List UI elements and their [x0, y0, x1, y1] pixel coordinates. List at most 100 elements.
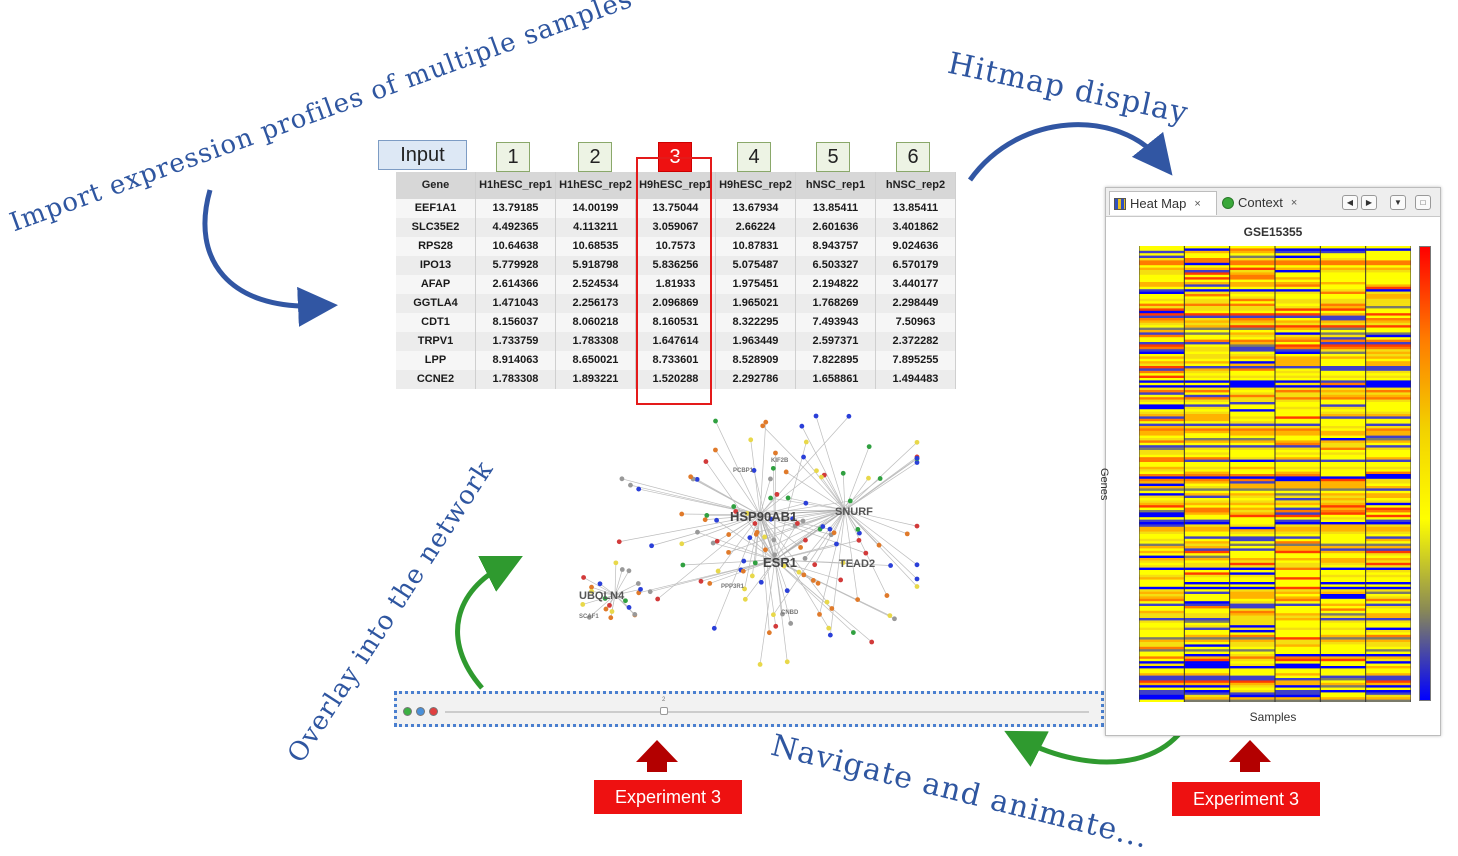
network-node[interactable]	[758, 662, 763, 667]
network-node[interactable]	[803, 501, 808, 506]
network-node[interactable]	[819, 475, 824, 480]
maximize-button[interactable]: □	[1415, 195, 1431, 210]
network-node[interactable]	[713, 419, 718, 424]
network-node[interactable]	[820, 524, 825, 529]
network-node[interactable]	[785, 659, 790, 664]
network-node[interactable]	[714, 518, 719, 523]
network-node[interactable]	[608, 615, 613, 620]
network-node[interactable]	[803, 538, 808, 543]
network-node[interactable]	[648, 589, 653, 594]
network-node[interactable]	[748, 437, 753, 442]
network-node[interactable]	[589, 585, 594, 590]
network-node[interactable]	[620, 476, 625, 481]
network-node[interactable]	[688, 474, 693, 479]
network-node[interactable]	[649, 543, 654, 548]
network-node[interactable]	[826, 626, 831, 631]
network-node[interactable]	[841, 471, 846, 476]
network-node[interactable]	[741, 559, 746, 564]
network-node[interactable]	[788, 621, 793, 626]
close-icon[interactable]: ×	[1291, 191, 1297, 215]
network-node[interactable]	[888, 563, 893, 568]
network-node[interactable]	[869, 640, 874, 645]
network-node[interactable]	[679, 512, 684, 517]
network-node[interactable]	[866, 476, 871, 481]
network-node[interactable]	[627, 605, 632, 610]
network-node[interactable]	[825, 600, 830, 605]
network-node[interactable]	[767, 630, 772, 635]
network-node[interactable]	[829, 606, 834, 611]
network-node[interactable]	[814, 414, 819, 419]
network-node[interactable]	[786, 496, 791, 501]
stop-button[interactable]	[429, 707, 438, 716]
network-node[interactable]	[784, 470, 789, 475]
network-node[interactable]	[798, 545, 803, 550]
network-node[interactable]	[755, 530, 760, 535]
network-node[interactable]	[774, 492, 779, 497]
dropdown-button[interactable]: ▼	[1390, 195, 1406, 210]
network-node[interactable]	[915, 524, 920, 529]
network-node[interactable]	[892, 616, 897, 621]
network-node[interactable]	[620, 567, 625, 572]
network-node[interactable]	[636, 487, 641, 492]
network-node[interactable]	[768, 496, 773, 501]
scroll-left-button[interactable]: ◀	[1342, 195, 1358, 210]
network-node[interactable]	[726, 550, 731, 555]
network-node[interactable]	[785, 588, 790, 593]
network-node[interactable]	[838, 578, 843, 583]
network-node[interactable]	[763, 547, 768, 552]
network-node[interactable]	[704, 459, 709, 464]
network-node[interactable]	[707, 581, 712, 586]
network-node[interactable]	[771, 466, 776, 471]
network-node[interactable]	[773, 451, 778, 456]
network-node[interactable]	[610, 609, 615, 614]
network-node[interactable]	[851, 630, 856, 635]
network-node[interactable]	[915, 584, 920, 589]
network-node[interactable]	[803, 556, 808, 561]
network-node[interactable]	[632, 612, 637, 617]
network-node[interactable]	[743, 597, 748, 602]
network-node[interactable]	[817, 612, 822, 617]
network-node[interactable]	[726, 532, 731, 537]
network-node[interactable]	[598, 581, 603, 586]
network-node[interactable]	[581, 575, 586, 580]
network-node[interactable]	[655, 597, 660, 602]
network-node[interactable]	[905, 531, 910, 536]
network-node[interactable]	[812, 562, 817, 567]
network-node[interactable]	[834, 542, 839, 547]
network-node[interactable]	[816, 581, 821, 586]
network-node[interactable]	[848, 499, 853, 504]
network-node[interactable]	[628, 483, 633, 488]
network-view[interactable]: HSP90AB1 ESR1 SNURF TEAD2 UBQLN4 KIF2B P…	[545, 410, 925, 690]
network-node[interactable]	[716, 569, 721, 574]
network-node[interactable]	[773, 624, 778, 629]
network-node[interactable]	[638, 587, 643, 592]
network-node[interactable]	[680, 563, 685, 568]
scroll-right-button[interactable]: ▶	[1361, 195, 1377, 210]
network-node[interactable]	[828, 527, 833, 532]
play-button[interactable]	[403, 707, 412, 716]
network-node[interactable]	[863, 551, 868, 556]
network-node[interactable]	[617, 539, 622, 544]
network-node[interactable]	[771, 538, 776, 543]
network-node[interactable]	[695, 530, 700, 535]
network-node[interactable]	[855, 597, 860, 602]
network-node[interactable]	[804, 440, 809, 445]
network-node[interactable]	[604, 607, 609, 612]
network-node[interactable]	[768, 477, 773, 482]
pause-button[interactable]	[416, 707, 425, 716]
network-node[interactable]	[878, 476, 883, 481]
tab-context[interactable]: Context ×	[1218, 191, 1308, 215]
network-node[interactable]	[799, 424, 804, 429]
network-node[interactable]	[771, 612, 776, 617]
slider-track[interactable]	[445, 711, 1089, 713]
network-node[interactable]	[801, 455, 806, 460]
network-node[interactable]	[811, 578, 816, 583]
network-node[interactable]	[750, 574, 755, 579]
network-node[interactable]	[613, 560, 618, 565]
network-node[interactable]	[741, 569, 746, 574]
network-node[interactable]	[885, 593, 890, 598]
close-icon[interactable]: ×	[1194, 192, 1200, 216]
network-node[interactable]	[712, 626, 717, 631]
network-node[interactable]	[867, 444, 872, 449]
network-node[interactable]	[915, 440, 920, 445]
